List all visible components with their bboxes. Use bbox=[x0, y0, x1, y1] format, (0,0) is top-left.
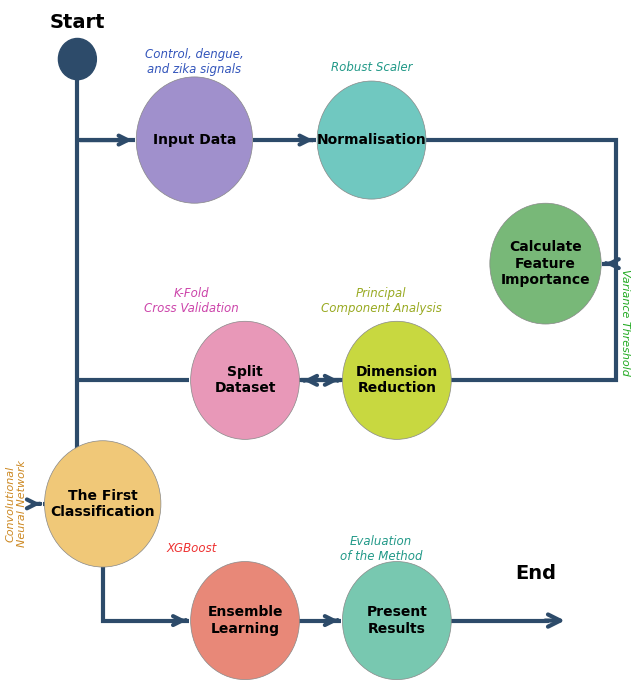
Circle shape bbox=[136, 77, 253, 203]
Text: Control, dengue,
and zika signals: Control, dengue, and zika signals bbox=[145, 48, 244, 77]
Circle shape bbox=[342, 561, 451, 680]
Text: Present
Results: Present Results bbox=[367, 606, 428, 636]
Text: Split
Dataset: Split Dataset bbox=[214, 365, 276, 395]
Text: Input Data: Input Data bbox=[153, 133, 236, 147]
Text: End: End bbox=[515, 564, 557, 583]
Circle shape bbox=[317, 81, 426, 199]
Text: Robust Scaler: Robust Scaler bbox=[331, 62, 412, 75]
Text: Principal
Component Analysis: Principal Component Analysis bbox=[321, 287, 442, 316]
Text: The First
Classification: The First Classification bbox=[51, 489, 155, 519]
Text: Ensemble
Learning: Ensemble Learning bbox=[207, 606, 283, 636]
Circle shape bbox=[191, 561, 300, 680]
Text: Convolutional
Neural Network: Convolutional Neural Network bbox=[5, 460, 27, 547]
Text: Normalisation: Normalisation bbox=[317, 133, 426, 147]
Circle shape bbox=[45, 441, 161, 567]
Text: XGBoost: XGBoost bbox=[166, 542, 216, 555]
Text: Start: Start bbox=[50, 12, 105, 32]
Text: Evaluation
of the Method: Evaluation of the Method bbox=[340, 534, 422, 563]
Circle shape bbox=[490, 203, 601, 324]
Text: K-Fold
Cross Validation: K-Fold Cross Validation bbox=[144, 287, 239, 316]
Circle shape bbox=[191, 321, 300, 439]
Text: Variance Threshold: Variance Threshold bbox=[620, 268, 630, 376]
Text: Calculate
Feature
Importance: Calculate Feature Importance bbox=[500, 240, 590, 286]
Circle shape bbox=[58, 39, 97, 80]
Text: Dimension
Reduction: Dimension Reduction bbox=[356, 365, 438, 395]
Circle shape bbox=[342, 321, 451, 439]
